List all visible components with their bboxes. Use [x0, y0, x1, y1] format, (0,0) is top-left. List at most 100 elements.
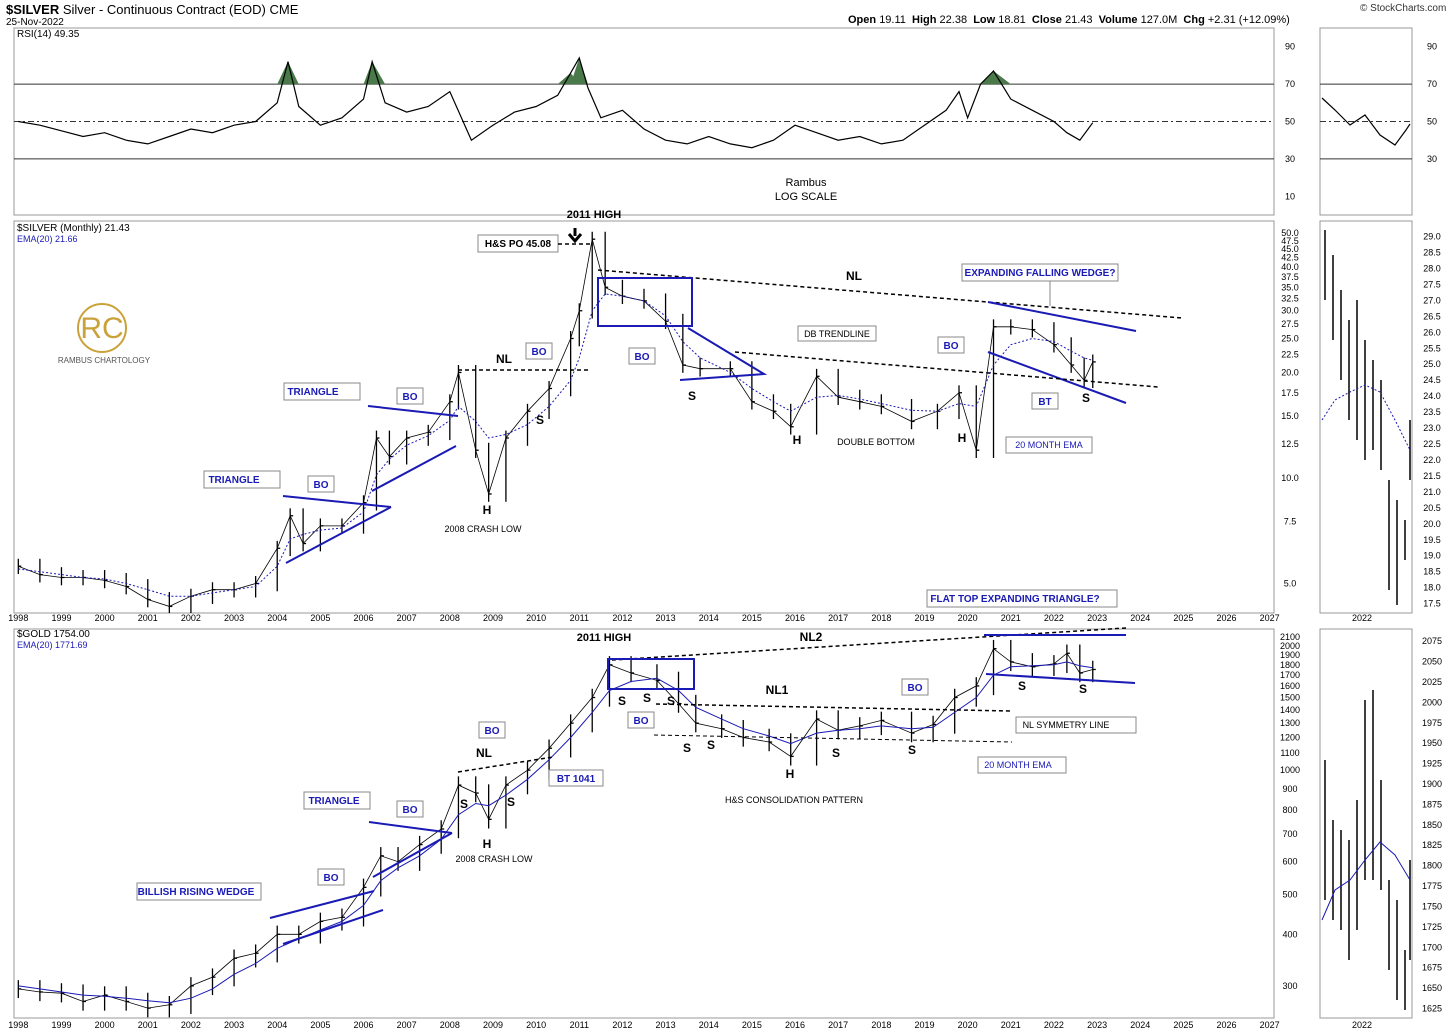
- silver-inset-y-tick-23.5: 23.5: [1423, 407, 1441, 417]
- silver-x-tick-2027: 2027: [1260, 613, 1280, 623]
- gold-y-tick-1800: 1800: [1280, 660, 1300, 670]
- silver-y-tick-17.5: 17.5: [1281, 388, 1299, 398]
- silver-x-tick-2018: 2018: [871, 613, 891, 623]
- gold-x-tick-2004: 2004: [267, 1020, 287, 1030]
- gold-inset-frame: [1319, 628, 1413, 1019]
- silver-x-tick-2011: 2011: [570, 613, 589, 623]
- gold-bo-label-1: BO: [324, 873, 339, 884]
- wedge-bottom-line: [987, 351, 1127, 404]
- silver-wedge-label: EXPANDING FALLING WEDGE?: [965, 268, 1116, 279]
- gold-h-2008: H: [483, 837, 492, 851]
- silver-h-2008: H: [483, 503, 492, 517]
- rambus-logo: RC RAMBUS CHARTOLOGY: [58, 303, 151, 365]
- rsi-overbought-fill-18: [363, 61, 386, 85]
- logo-letters: RC: [80, 312, 123, 345]
- bt-label: BT: [1038, 397, 1051, 408]
- gold-y-tick-1000: 1000: [1280, 765, 1300, 775]
- gold-nl1-line: [655, 703, 1011, 712]
- gold-inset-y-tick-1650: 1650: [1422, 983, 1442, 993]
- silver-inset-y-tick-27: 27.0: [1423, 295, 1441, 305]
- silver-inset-y-tick-28.5: 28.5: [1423, 248, 1441, 258]
- gold-inset-y-tick-2050: 2050: [1422, 657, 1442, 667]
- bo-label-4: BO: [635, 352, 650, 363]
- silver-ema-line: [18, 293, 1093, 597]
- bo-box-1: [307, 475, 335, 493]
- gold-s-10: S: [1018, 679, 1026, 693]
- gold-inset-x-label: 2022: [1352, 1020, 1372, 1030]
- gold-wedge-label: BILLISH RISING WEDGE: [138, 887, 255, 898]
- gold-bo-label-5: BO: [908, 683, 923, 694]
- gold-y-tick-1600: 1600: [1280, 681, 1300, 691]
- hs-po-label: H&S PO 45.08: [485, 239, 552, 250]
- silver-x-tick-2023: 2023: [1087, 613, 1107, 623]
- bo-label-1: BO: [314, 480, 329, 491]
- silver-x-tick-2016: 2016: [785, 613, 805, 623]
- gold-bo-label-2: BO: [403, 805, 418, 816]
- gold-inset-ema: [1321, 841, 1411, 921]
- silver-inset-y-tick-17.5: 17.5: [1423, 599, 1441, 609]
- silver-nl-2008: NL: [496, 352, 512, 366]
- gold-s-7: S: [707, 738, 715, 752]
- gold-x-tick-2000: 2000: [95, 1020, 115, 1030]
- gold-nl-2008: NL: [476, 746, 492, 760]
- gold-y-tick-1700: 1700: [1280, 670, 1300, 680]
- gold-nl1: NL1: [766, 683, 789, 697]
- gold-x-tick-2016: 2016: [785, 1020, 805, 1030]
- gold-x-tick-2007: 2007: [397, 1020, 417, 1030]
- gold-ema-box: [977, 756, 1067, 774]
- gold-y-tick-1900: 1900: [1280, 650, 1300, 660]
- gold-y-tick-800: 800: [1282, 805, 1297, 815]
- gold-h-2015: H: [786, 767, 795, 781]
- gold-close-line: [18, 648, 1093, 1009]
- gold-x-tick-2012: 2012: [612, 1020, 632, 1030]
- silver-x-tick-2008: 2008: [440, 613, 460, 623]
- bo-box-5: [937, 336, 965, 354]
- db-trendline-box: [797, 325, 877, 342]
- gold-x-tick-2014: 2014: [699, 1020, 719, 1030]
- gold-triangle2-label: TRIANGLE: [308, 796, 359, 807]
- silver-x-tick-2019: 2019: [914, 613, 934, 623]
- silver-inset-y-tick-24.5: 24.5: [1423, 375, 1441, 385]
- gold-inset-y-tick-1975: 1975: [1422, 718, 1442, 728]
- silver-s-3: S: [1082, 391, 1090, 405]
- silver-triangle1-box: [203, 470, 281, 489]
- silver-inset-y-tick-25: 25.0: [1423, 359, 1441, 369]
- gold-x-tick-2019: 2019: [914, 1020, 934, 1030]
- silver-h-2015: H: [793, 433, 802, 447]
- rsi-y-tick-70: 70: [1285, 79, 1295, 89]
- silver-x-tick-2005: 2005: [310, 613, 330, 623]
- silver-x-tick-2006: 2006: [354, 613, 374, 623]
- gold-inset-y-tick-2075: 2075: [1422, 636, 1442, 646]
- silver-x-tick-2024: 2024: [1130, 613, 1150, 623]
- silver-x-tick-2010: 2010: [526, 613, 546, 623]
- rsi-inset-y-tick-50: 50: [1427, 117, 1437, 127]
- tri2-top: [367, 405, 459, 417]
- silver-x-tick-2013: 2013: [656, 613, 676, 623]
- silver-triangle2-box: [283, 382, 361, 401]
- silver-x-tick-1999: 1999: [51, 613, 71, 623]
- gold-s-4: S: [643, 691, 651, 705]
- rsi-overbought-fill-51: [980, 71, 1011, 85]
- gold-x-tick-2010: 2010: [526, 1020, 546, 1030]
- db-trendline: [734, 351, 1159, 388]
- gold-inset-y-tick-1925: 1925: [1422, 759, 1442, 769]
- gold-y-tick-500: 500: [1282, 889, 1297, 899]
- source-credit: © StockCharts.com: [1360, 3, 1447, 14]
- silver-inset-y-tick-19: 19.0: [1423, 551, 1441, 561]
- gold-y-tick-1300: 1300: [1280, 718, 1300, 728]
- hs-consolidation-label: H&S CONSOLIDATION PATTERN: [725, 795, 863, 805]
- silver-nl-top: NL: [846, 269, 862, 283]
- gold-x-tick-2026: 2026: [1217, 1020, 1237, 1030]
- gold-s-8: S: [832, 746, 840, 760]
- gold-x-tick-2018: 2018: [871, 1020, 891, 1030]
- silver-x-tick-2014: 2014: [699, 613, 719, 623]
- bt-1041-box: [548, 769, 604, 787]
- silver-y-tick-25: 25.0: [1281, 333, 1299, 343]
- rsi-line: [18, 56, 1094, 149]
- gold-inset-y-tick-2025: 2025: [1422, 677, 1442, 687]
- exchange: CME: [269, 2, 299, 17]
- silver-ema-legend: EMA(20) 21.66: [17, 234, 78, 244]
- rsi-title: RSI(14) 49.35: [17, 29, 80, 40]
- silver-inset-frame: [1319, 220, 1413, 614]
- gold-expanding-bottom: [985, 673, 1136, 684]
